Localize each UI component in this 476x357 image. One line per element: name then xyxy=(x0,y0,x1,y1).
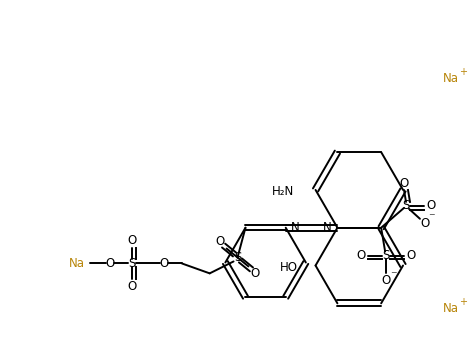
Text: +: + xyxy=(459,297,466,307)
Text: Na: Na xyxy=(443,72,459,85)
Text: O: O xyxy=(357,249,366,262)
Text: +: + xyxy=(459,67,466,77)
Text: O: O xyxy=(215,235,224,248)
Text: H₂N: H₂N xyxy=(271,185,294,198)
Text: O: O xyxy=(159,257,169,270)
Text: HO: HO xyxy=(279,261,298,274)
Text: O: O xyxy=(426,200,436,212)
Text: S: S xyxy=(234,251,241,264)
Text: O: O xyxy=(381,274,391,287)
Text: N: N xyxy=(291,221,300,234)
Text: S: S xyxy=(382,249,390,262)
Text: O: O xyxy=(399,177,409,190)
Text: Na: Na xyxy=(443,302,459,316)
Text: ⁻: ⁻ xyxy=(428,211,435,224)
Text: O: O xyxy=(128,280,137,293)
Text: Na: Na xyxy=(69,257,84,270)
Text: O: O xyxy=(251,267,260,280)
Text: N: N xyxy=(323,221,332,234)
Text: S: S xyxy=(402,200,410,212)
Text: S: S xyxy=(129,257,136,270)
Text: O: O xyxy=(407,249,416,262)
Text: ⁻: ⁻ xyxy=(390,269,397,282)
Text: O: O xyxy=(106,257,115,270)
Text: O: O xyxy=(420,217,429,230)
Text: O: O xyxy=(128,234,137,247)
